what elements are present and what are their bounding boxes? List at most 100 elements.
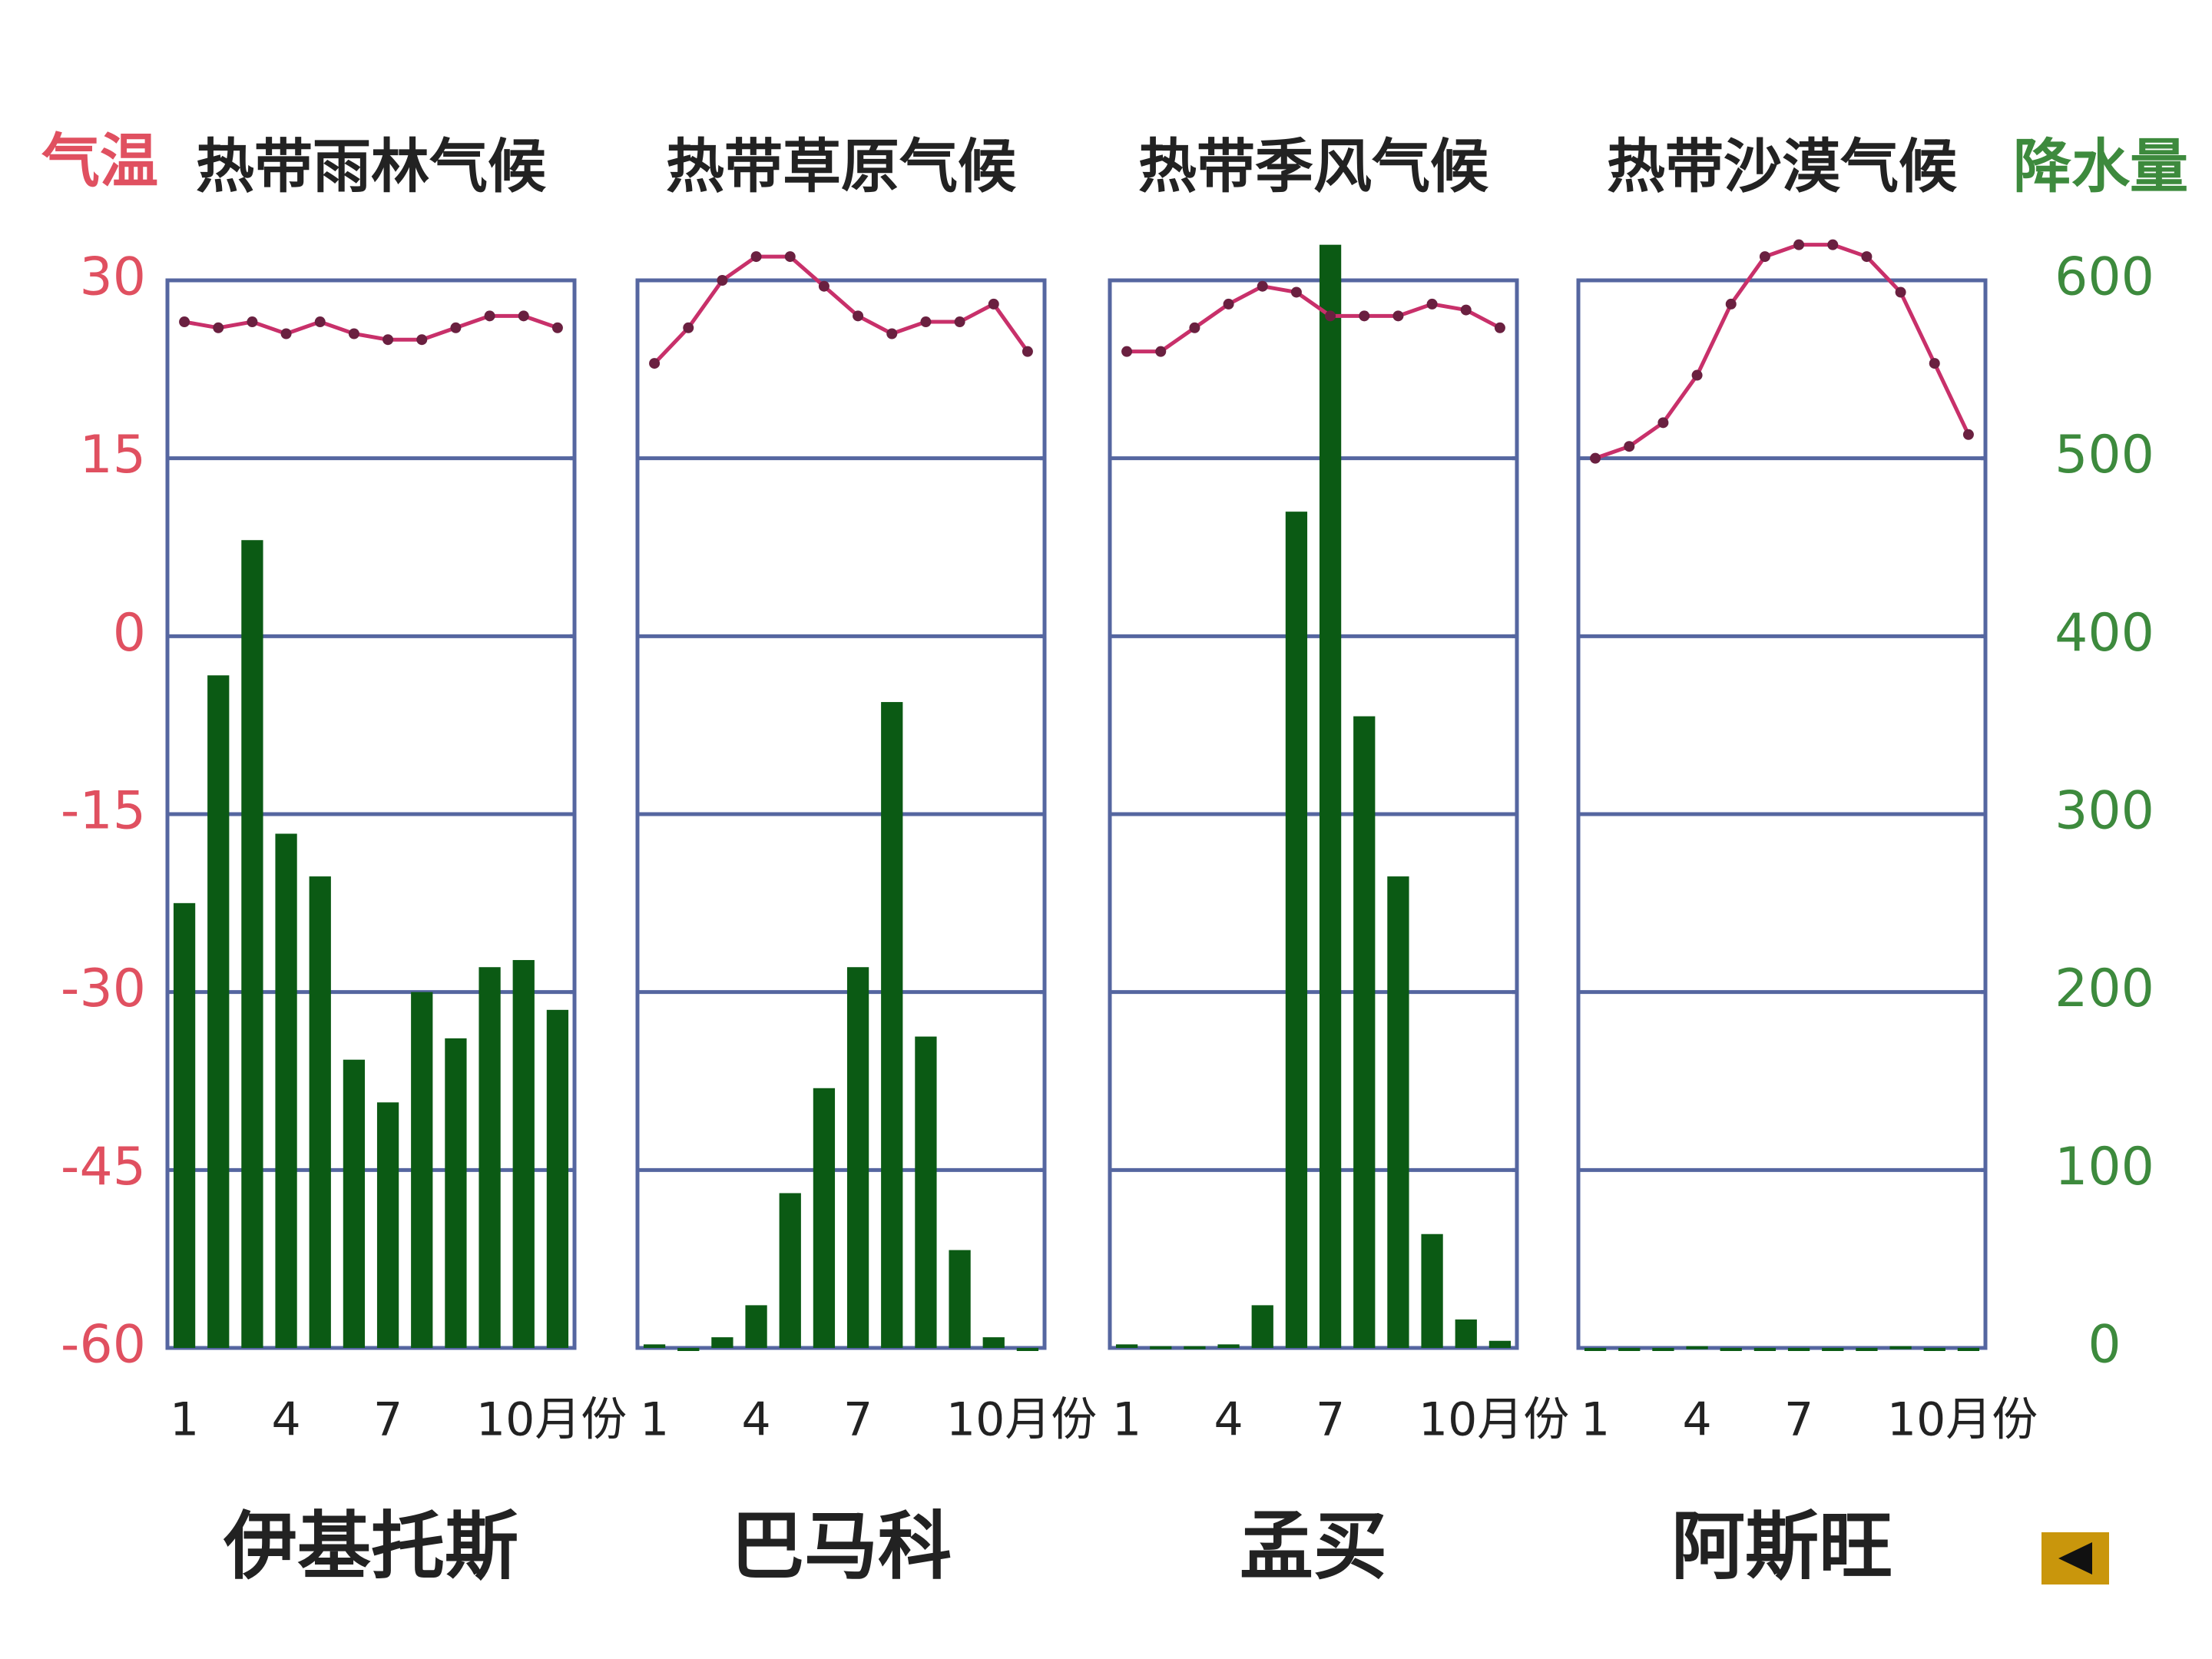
temperature-dot bbox=[1793, 239, 1805, 250]
city-label: 巴马科 bbox=[730, 1503, 952, 1589]
precip-bar bbox=[1387, 876, 1409, 1348]
precip-bar bbox=[1251, 1305, 1273, 1348]
precip-bar bbox=[1584, 1348, 1607, 1351]
y-tick-label: 15 bbox=[79, 425, 146, 485]
temperature-dot bbox=[484, 310, 495, 322]
precip-bar bbox=[1150, 1346, 1172, 1349]
temperature-dot bbox=[382, 334, 394, 346]
precip-bar bbox=[512, 959, 535, 1348]
precip-bar bbox=[1285, 512, 1308, 1348]
chart-title: 热带草原气候 bbox=[666, 132, 1017, 200]
precip-bar bbox=[915, 1036, 937, 1348]
precip-bar bbox=[343, 1059, 366, 1348]
temperature-dot bbox=[920, 316, 932, 328]
temperature-dot bbox=[649, 358, 661, 369]
y-tick-label: -30 bbox=[61, 959, 146, 1019]
temperature-dot bbox=[179, 316, 190, 328]
y2-tick-label: 600 bbox=[2055, 247, 2154, 308]
temperature-dot bbox=[1657, 417, 1669, 429]
plot-frame bbox=[635, 278, 1047, 1350]
precip-bar bbox=[1720, 1348, 1742, 1351]
temperature-dot bbox=[1223, 298, 1234, 310]
precip-bar bbox=[1957, 1348, 1980, 1351]
precip-bar bbox=[1217, 1344, 1240, 1348]
temperature-dot bbox=[683, 322, 694, 333]
temperature-dot bbox=[518, 310, 529, 322]
y-tick-label: -60 bbox=[61, 1315, 146, 1376]
temperature-dot bbox=[1494, 322, 1505, 333]
y-tick-label: -45 bbox=[61, 1137, 146, 1197]
x-tick-label: 7 bbox=[1784, 1393, 1813, 1447]
temperature-dot bbox=[1725, 298, 1737, 310]
temperature-dot bbox=[1460, 304, 1472, 316]
y2-tick-label: 300 bbox=[2055, 781, 2154, 842]
precip-bar bbox=[677, 1348, 700, 1351]
y2-tick-label: 100 bbox=[2055, 1137, 2154, 1197]
y-tick-label: 30 bbox=[79, 247, 146, 308]
chart-title: 热带季风气候 bbox=[1138, 132, 1489, 200]
temperature-dot bbox=[784, 251, 796, 263]
temperature-dot bbox=[348, 328, 359, 339]
precip-bar bbox=[376, 1102, 399, 1348]
back-arrow[interactable] bbox=[2058, 1542, 2092, 1575]
temperature-dot bbox=[1290, 286, 1302, 298]
precip-bar bbox=[1822, 1348, 1844, 1351]
x-tick-label: 4 bbox=[271, 1393, 300, 1447]
temperature-dot bbox=[213, 322, 224, 333]
precip-bar bbox=[1856, 1348, 1878, 1351]
city-label: 阿斯旺 bbox=[1671, 1503, 1892, 1589]
temperature-dot bbox=[818, 280, 830, 292]
temperature-dot bbox=[1325, 310, 1336, 322]
precip-bar bbox=[1488, 1340, 1512, 1348]
plot-frame bbox=[1576, 278, 1988, 1350]
x-tick-label: 1 bbox=[1112, 1393, 1141, 1447]
temperature-dot bbox=[1189, 322, 1200, 333]
precip-bar bbox=[309, 876, 331, 1348]
precip-bar bbox=[445, 1038, 467, 1348]
y-axis-title: 气温 bbox=[41, 127, 158, 195]
back-button[interactable] bbox=[2041, 1532, 2109, 1584]
y2-axis-title: 降水量 bbox=[2013, 132, 2188, 200]
temperature-dot bbox=[1155, 346, 1167, 357]
y-tick-label: 0 bbox=[113, 603, 146, 664]
temperature-line bbox=[1127, 284, 1502, 354]
temperature-dot bbox=[1929, 358, 1940, 369]
precip-bar bbox=[813, 1088, 836, 1348]
temperature-dot bbox=[551, 322, 563, 333]
y2-tick-label: 200 bbox=[2055, 959, 2154, 1019]
x-tick-label: 1 bbox=[1581, 1393, 1610, 1447]
temperature-dot bbox=[1121, 346, 1133, 357]
temperature-dot bbox=[1962, 429, 1974, 440]
temperature-dot bbox=[1022, 346, 1033, 357]
temperature-dot bbox=[1691, 369, 1703, 381]
x-tick-label: 10月份 bbox=[946, 1393, 1097, 1447]
x-tick-label: 7 bbox=[843, 1393, 873, 1447]
y-tick-label: -15 bbox=[61, 781, 146, 842]
temperature-dot bbox=[280, 328, 292, 339]
temperature-dot bbox=[1624, 441, 1635, 452]
precip-bar bbox=[478, 967, 501, 1348]
precip-bar bbox=[982, 1337, 1005, 1348]
temperature-dot bbox=[1590, 452, 1601, 464]
precip-bar bbox=[207, 675, 230, 1348]
plot-frame bbox=[1108, 278, 1519, 1350]
x-tick-label: 7 bbox=[1316, 1393, 1345, 1447]
precip-bar bbox=[1353, 716, 1376, 1348]
y2-tick-label: 500 bbox=[2055, 425, 2154, 485]
temperature-line bbox=[1594, 243, 1971, 461]
temperature-line bbox=[184, 313, 558, 342]
x-tick-label: 10月份 bbox=[476, 1393, 627, 1447]
precip-bar bbox=[1319, 244, 1342, 1349]
x-tick-label: 4 bbox=[741, 1393, 770, 1447]
precip-bar bbox=[411, 992, 433, 1348]
temperature-dot bbox=[1392, 310, 1404, 322]
x-tick-label: 1 bbox=[170, 1393, 199, 1447]
precip-bar bbox=[1016, 1348, 1039, 1351]
y2-tick-label: 0 bbox=[2088, 1315, 2121, 1376]
x-tick-label: 4 bbox=[1682, 1393, 1711, 1447]
precip-bar bbox=[1753, 1348, 1777, 1351]
temperature-dot bbox=[886, 328, 898, 339]
chart-title: 热带沙漠气候 bbox=[1607, 132, 1958, 200]
precip-bar bbox=[173, 902, 196, 1348]
